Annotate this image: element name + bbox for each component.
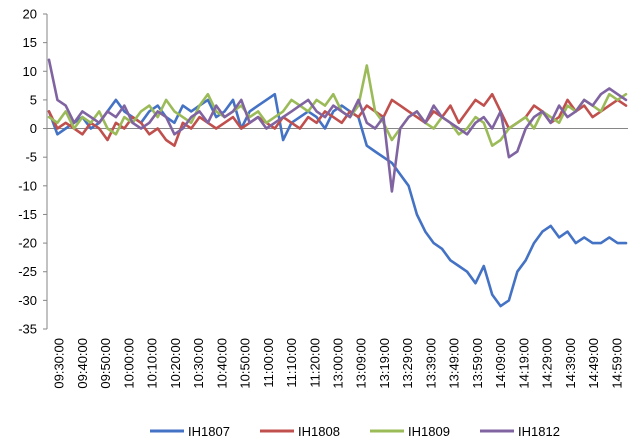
y-axis: 20 15 10 5 0 -5 -10 -15 -20 -25 -30 -35 xyxy=(18,7,48,337)
series-line-ih1809 xyxy=(47,64,628,147)
x-tick-label: 10:00:00 xyxy=(121,338,136,389)
x-tick-label: 11:10:00 xyxy=(284,338,299,388)
x-tick-label: 09:40:00 xyxy=(75,338,90,389)
legend-label: IH1808 xyxy=(298,424,340,439)
legend-label: IH1809 xyxy=(408,424,450,439)
y-tick-label: -25 xyxy=(18,264,37,279)
x-tick-label: 13:59:00 xyxy=(470,338,485,389)
x-tick-label: 13:39:00 xyxy=(423,338,438,389)
series-line-ih1808 xyxy=(47,92,628,147)
series-line-ih1812 xyxy=(47,58,628,193)
x-tick-label: 10:40:00 xyxy=(214,338,229,389)
x-tick-label: 14:49:00 xyxy=(586,338,601,389)
x-tick-label: 13:09:00 xyxy=(354,338,369,389)
series-lines xyxy=(47,58,628,308)
x-axis: 09:30:00 09:40:00 09:50:00 10:00:00 10:10:00… xyxy=(47,128,628,389)
x-tick-label: 14:19:00 xyxy=(516,338,531,389)
y-tick-label: -5 xyxy=(25,150,37,165)
y-tick-label: -15 xyxy=(18,207,37,222)
x-tick-label: 09:50:00 xyxy=(98,338,113,389)
x-tick-label: 13:00:00 xyxy=(331,338,346,389)
x-tick-label: 11:20:00 xyxy=(307,338,322,388)
x-tick-label: 14:59:00 xyxy=(609,338,624,389)
x-tick-label: 10:30:00 xyxy=(191,338,206,389)
legend-label: IH1812 xyxy=(518,424,560,439)
y-tick-label: 15 xyxy=(23,35,37,50)
x-tick-label: 13:19:00 xyxy=(377,338,392,389)
y-tick-label: -35 xyxy=(18,322,37,337)
x-tick-label: 10:10:00 xyxy=(145,338,160,389)
legend-item-ih1812: IH1812 xyxy=(480,424,560,439)
x-tick-label: 11:00:00 xyxy=(261,338,276,388)
y-tick-label: -20 xyxy=(18,236,37,251)
y-tick-label: -10 xyxy=(18,178,37,193)
x-tick-label: 13:29:00 xyxy=(400,338,415,389)
x-tick-label: 10:50:00 xyxy=(238,338,253,389)
legend-item-ih1807: IH1807 xyxy=(150,424,230,439)
x-tick-label: 14:39:00 xyxy=(563,338,578,389)
legend-item-ih1809: IH1809 xyxy=(370,424,450,439)
y-tick-label: 0 xyxy=(30,121,37,136)
legend-item-ih1808: IH1808 xyxy=(260,424,340,439)
legend: IH1807 IH1808 IH1809 IH1812 xyxy=(150,424,560,439)
y-tick-label: 10 xyxy=(23,64,37,79)
x-tick-label: 14:29:00 xyxy=(540,338,555,389)
x-tick-label: 09:30:00 xyxy=(52,338,67,389)
legend-label: IH1807 xyxy=(188,424,230,439)
x-tick-label: 14:09:00 xyxy=(493,338,508,389)
y-tick-label: -30 xyxy=(18,293,37,308)
y-tick-label: 5 xyxy=(30,92,37,107)
x-tick-label: 13:49:00 xyxy=(447,338,462,389)
x-tick-label: 10:20:00 xyxy=(168,338,183,389)
y-tick-label: 20 xyxy=(23,7,37,22)
